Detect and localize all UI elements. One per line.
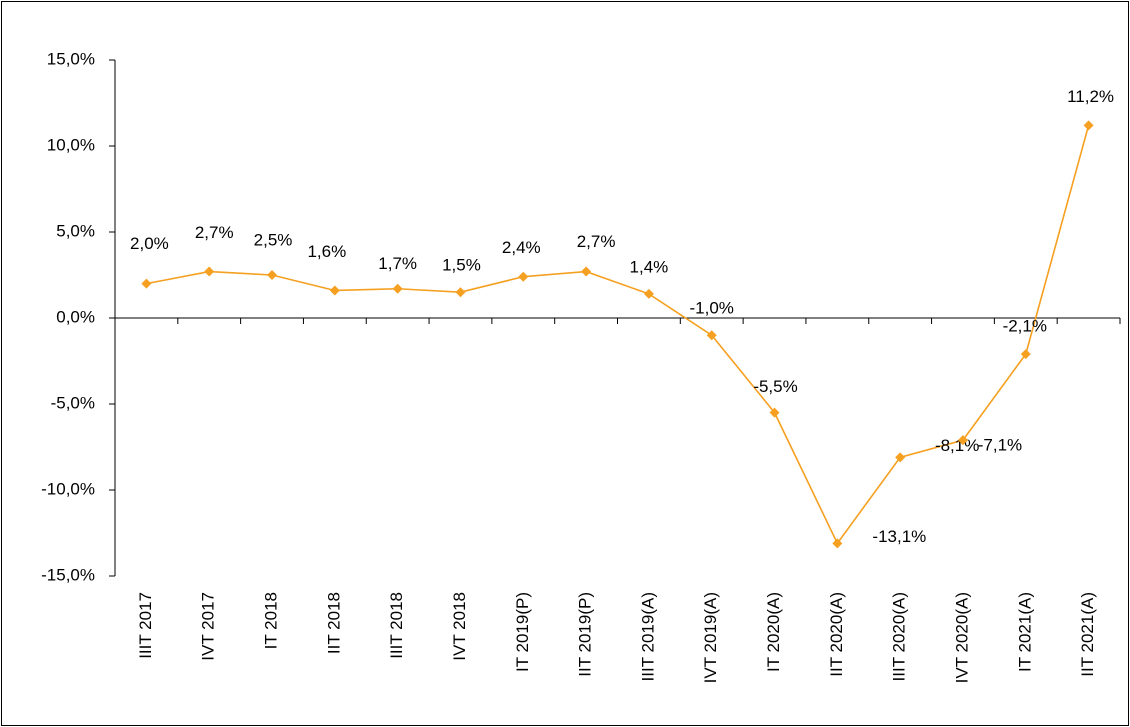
- y-tick-label: -5,0%: [51, 393, 95, 412]
- x-tick-label: IT 2018: [262, 592, 281, 649]
- x-tick-label: IT 2019(P): [513, 592, 532, 672]
- data-label: 2,4%: [502, 238, 541, 257]
- x-tick-label: IIT 2019(P): [576, 592, 595, 677]
- y-tick-label: 10,0%: [47, 135, 95, 154]
- data-label: 1,7%: [378, 254, 417, 273]
- y-tick-label: 15,0%: [47, 49, 95, 68]
- data-label: -2,1%: [1003, 317, 1047, 336]
- data-label: -7,1%: [978, 436, 1022, 455]
- line: [146, 125, 1090, 545]
- y-tick-label: -15,0%: [41, 565, 95, 584]
- x-tick-label: IVT 2019(A): [701, 592, 720, 683]
- marker: [769, 407, 780, 418]
- data-label: 2,0%: [130, 234, 169, 253]
- data-label: 11,2%: [1067, 87, 1114, 106]
- data-label: -1,0%: [690, 299, 734, 318]
- y-tick-label: -10,0%: [41, 479, 95, 498]
- x-tick-label: IVT 2017: [199, 592, 218, 661]
- data-label: -8,1%: [935, 436, 979, 455]
- marker: [329, 285, 340, 296]
- data-label: 2,7%: [577, 232, 616, 251]
- marker: [141, 278, 152, 289]
- y-tick-label: 5,0%: [56, 221, 95, 240]
- data-label: -5,5%: [753, 377, 797, 396]
- marker: [581, 266, 592, 277]
- marker: [895, 452, 906, 463]
- marker: [204, 266, 215, 277]
- x-tick-label: IIIT 2017: [136, 592, 155, 659]
- marker: [518, 271, 529, 282]
- marker: [455, 287, 466, 298]
- x-tick-label: IIIT 2018: [387, 592, 406, 659]
- marker: [1083, 120, 1094, 131]
- x-tick-label: IT 2020(A): [764, 592, 783, 672]
- marker: [267, 270, 278, 280]
- marker: [1020, 349, 1031, 360]
- data-label: -13,1%: [872, 527, 926, 546]
- x-tick-label: IVT 2020(A): [952, 592, 971, 683]
- data-label: 2,7%: [195, 223, 234, 242]
- data-label: 1,6%: [307, 242, 346, 261]
- marker: [832, 538, 843, 549]
- x-tick-label: IIT 2020(A): [827, 592, 846, 677]
- x-tick-label: IIIT 2019(A): [638, 592, 657, 681]
- data-label: 1,4%: [630, 257, 669, 276]
- marker: [957, 435, 968, 446]
- x-tick-label: IIT 2018: [324, 592, 343, 654]
- data-label: 1,5%: [442, 256, 481, 275]
- marker: [392, 283, 403, 294]
- x-tick-label: IVT 2018: [450, 592, 469, 661]
- marker: [706, 330, 717, 341]
- x-tick-label: IIT 2021(A): [1078, 592, 1097, 677]
- x-tick-label: IIIT 2020(A): [890, 592, 909, 681]
- data-label: 2,5%: [254, 230, 293, 249]
- x-tick-label: IT 2021(A): [1015, 592, 1034, 672]
- y-tick-label: 0,0%: [56, 307, 95, 326]
- marker: [643, 288, 654, 299]
